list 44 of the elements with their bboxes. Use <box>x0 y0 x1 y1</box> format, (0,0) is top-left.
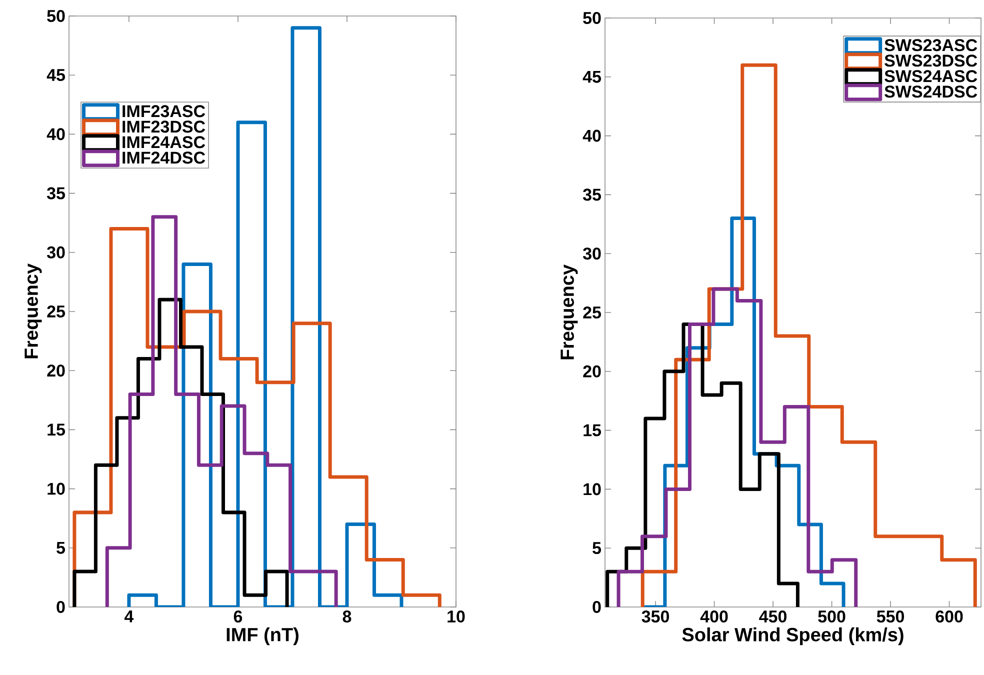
x-tick-label: 400 <box>700 610 728 623</box>
x-tick-label: 4 <box>124 610 134 622</box>
y-tick-label: 40 <box>46 128 65 140</box>
y-tick-label: 20 <box>47 364 65 377</box>
y-tick-label: 45 <box>46 69 66 82</box>
x-tick-label: 350 <box>642 610 670 623</box>
y-tick-label: 50 <box>47 10 65 22</box>
y-tick-label: 15 <box>48 424 66 436</box>
legend-label: IMF24ASC <box>122 136 206 148</box>
x-tick-label: 8 <box>342 610 352 623</box>
x-axis-title: Solar Wind Speed (km/s) <box>682 627 904 646</box>
x-tick-label: 500 <box>818 610 846 623</box>
y-tick-label: 50 <box>583 12 601 24</box>
legend-label: IMF23DSC <box>122 120 206 133</box>
x-tick-label: 600 <box>936 610 963 623</box>
y-tick-label: 5 <box>592 542 602 554</box>
y-tick-label: 25 <box>583 306 602 319</box>
legend-label: IMF23ASC <box>122 105 206 118</box>
x-axis-title: IMF (nT) <box>226 627 298 646</box>
legend-label: IMF24DSC <box>122 152 206 164</box>
y-tick-label: 40 <box>582 130 601 142</box>
x-tick-label: 10 <box>448 610 465 623</box>
legend-label: SWS23DSC <box>884 54 978 67</box>
y-tick-label: 35 <box>582 188 602 201</box>
legend-label: SWS23ASC <box>884 39 978 52</box>
legend-label: SWS24ASC <box>884 70 978 82</box>
x-tick-label: 450 <box>759 610 787 623</box>
y-tick-label: 30 <box>46 246 65 258</box>
y-tick-label: 0 <box>592 600 601 614</box>
y-tick-label: 10 <box>584 483 601 496</box>
y-tick-label: 20 <box>583 365 601 378</box>
y-tick-label: 10 <box>48 482 65 495</box>
y-tick-label: 0 <box>56 600 65 614</box>
y-axis-title: Frequency <box>24 264 42 358</box>
y-tick-label: 15 <box>584 424 602 436</box>
y-tick-label: 30 <box>582 248 601 260</box>
y-tick-label: 5 <box>56 542 66 554</box>
y-tick-label: 25 <box>47 305 66 318</box>
y-tick-label: 35 <box>46 187 66 200</box>
legend-label: SWS24DSC <box>884 86 978 98</box>
x-tick-label: 6 <box>234 610 242 623</box>
y-axis-title: Frequency <box>560 264 578 360</box>
x-tick-label: 550 <box>876 610 904 623</box>
y-tick-label: 45 <box>582 70 602 83</box>
